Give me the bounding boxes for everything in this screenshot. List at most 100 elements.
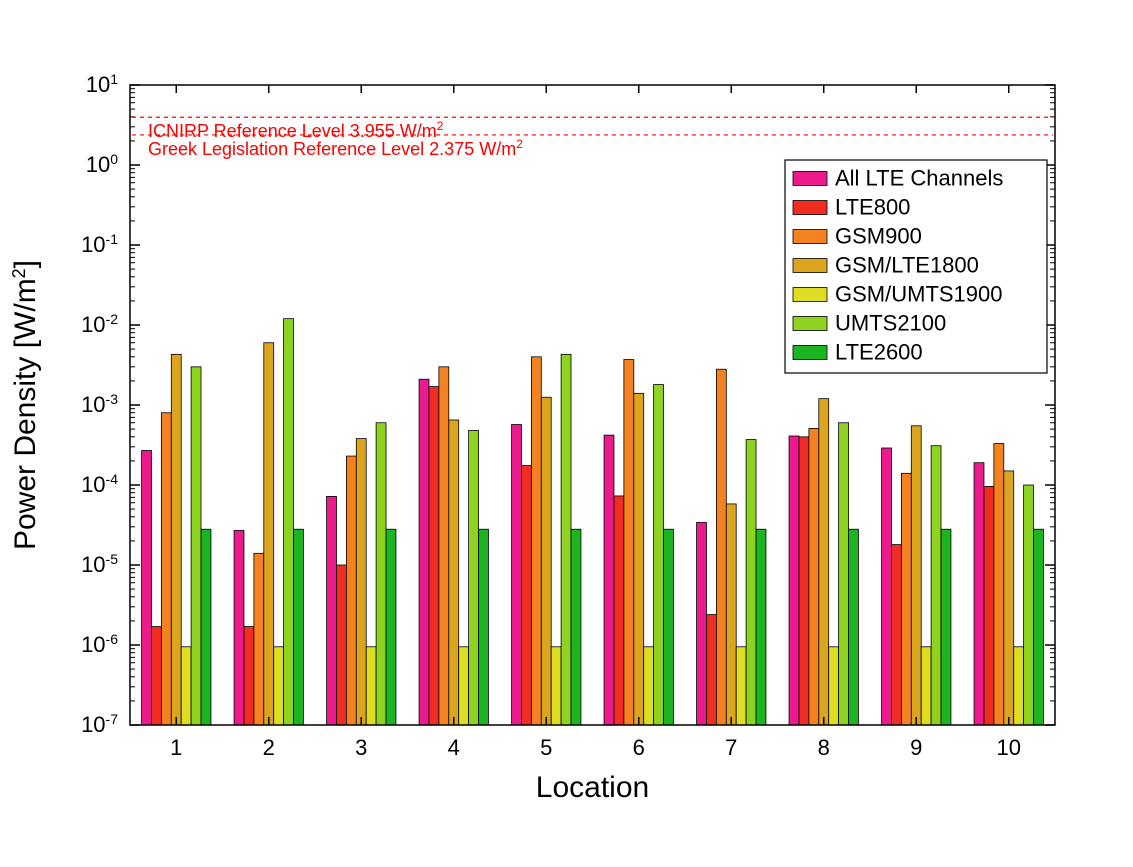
- bar: [1034, 529, 1044, 725]
- x-tick-label: 1: [170, 735, 182, 760]
- bar: [419, 379, 429, 725]
- x-tick-label: 6: [633, 735, 645, 760]
- svg-text:10-3: 10-3: [81, 391, 118, 417]
- bar: [1004, 471, 1014, 725]
- legend-swatch: [793, 201, 827, 215]
- x-tick-label: 7: [725, 735, 737, 760]
- bar: [789, 436, 799, 725]
- bar: [901, 473, 911, 725]
- bar: [984, 486, 994, 725]
- bar: [634, 393, 644, 725]
- bar: [429, 387, 439, 725]
- svg-text:10-7: 10-7: [81, 711, 118, 737]
- bar: [294, 529, 304, 725]
- bar: [624, 360, 634, 725]
- x-tick-label: 8: [818, 735, 830, 760]
- bar: [891, 545, 901, 725]
- x-tick-label: 3: [355, 735, 367, 760]
- bar: [614, 496, 624, 725]
- bar: [264, 343, 274, 725]
- bar: [706, 615, 716, 725]
- legend-label: UMTS2100: [835, 311, 946, 336]
- bar: [829, 647, 839, 725]
- bar: [571, 529, 581, 725]
- bar: [201, 529, 211, 725]
- legend-label: GSM/LTE1800: [835, 253, 979, 278]
- bar: [191, 367, 201, 725]
- bar: [716, 369, 726, 725]
- bar: [921, 647, 931, 725]
- bar: [644, 647, 654, 725]
- svg-text:10-2: 10-2: [81, 311, 118, 337]
- bar: [366, 647, 376, 725]
- bar: [449, 420, 459, 725]
- bar: [327, 496, 337, 725]
- x-tick-label: 9: [910, 735, 922, 760]
- bar: [336, 565, 346, 725]
- bar: [819, 399, 829, 725]
- bar: [284, 319, 294, 725]
- svg-text:10-5: 10-5: [81, 551, 118, 577]
- bar: [1014, 647, 1024, 725]
- bar: [561, 354, 571, 725]
- bar: [726, 504, 736, 725]
- chart-svg: 10-710-610-510-410-310-210-1100101123456…: [0, 0, 1133, 867]
- bar: [254, 553, 264, 725]
- legend-swatch: [793, 346, 827, 360]
- bar: [1024, 485, 1034, 725]
- bar: [376, 423, 386, 725]
- bar: [931, 446, 941, 725]
- bar: [809, 428, 819, 725]
- legend-label: LTE2600: [835, 340, 923, 365]
- bar: [346, 456, 356, 725]
- bar: [521, 466, 531, 725]
- legend-swatch: [793, 230, 827, 244]
- x-tick-label: 4: [448, 735, 460, 760]
- bar: [244, 627, 254, 725]
- bar: [161, 413, 171, 725]
- bar: [882, 448, 892, 725]
- bar: [994, 444, 1004, 725]
- bar: [151, 627, 161, 725]
- legend-label: LTE800: [835, 195, 910, 220]
- legend-swatch: [793, 259, 827, 273]
- bar: [664, 529, 674, 725]
- x-axis-label: Location: [536, 771, 649, 804]
- bar: [439, 367, 449, 725]
- svg-text:10-4: 10-4: [81, 471, 118, 497]
- bar: [756, 529, 766, 725]
- bar: [697, 522, 707, 725]
- legend-label: GSM900: [835, 224, 922, 249]
- bar: [469, 431, 479, 725]
- reference-label: Greek Legislation Reference Level 2.375 …: [148, 137, 523, 159]
- bar: [799, 437, 809, 725]
- x-tick-label: 2: [263, 735, 275, 760]
- svg-text:10-6: 10-6: [81, 631, 118, 657]
- bar: [274, 647, 284, 725]
- bar: [181, 647, 191, 725]
- svg-text:10-1: 10-1: [81, 231, 118, 257]
- legend-swatch: [793, 172, 827, 186]
- bar: [849, 529, 859, 725]
- bar: [531, 357, 541, 725]
- bar: [736, 647, 746, 725]
- legend-label: All LTE Channels: [835, 166, 1003, 191]
- bar: [746, 440, 756, 725]
- bar: [356, 439, 366, 725]
- bar: [386, 529, 396, 725]
- bar: [234, 530, 244, 725]
- bar: [911, 426, 921, 725]
- x-tick-label: 10: [997, 735, 1021, 760]
- legend-swatch: [793, 288, 827, 302]
- legend-label: GSM/UMTS1900: [835, 282, 1003, 307]
- bar: [654, 385, 664, 725]
- legend-swatch: [793, 317, 827, 331]
- bar: [974, 463, 984, 725]
- reference-label: ICNIRP Reference Level 3.955 W/m2: [148, 119, 444, 141]
- y-axis-label: Power Density [W/m2]: [9, 260, 42, 550]
- bar: [479, 529, 489, 725]
- bar: [839, 423, 849, 725]
- bar: [941, 529, 951, 725]
- chart-container: 10-710-610-510-410-310-210-1100101123456…: [0, 0, 1133, 867]
- bar: [512, 425, 522, 725]
